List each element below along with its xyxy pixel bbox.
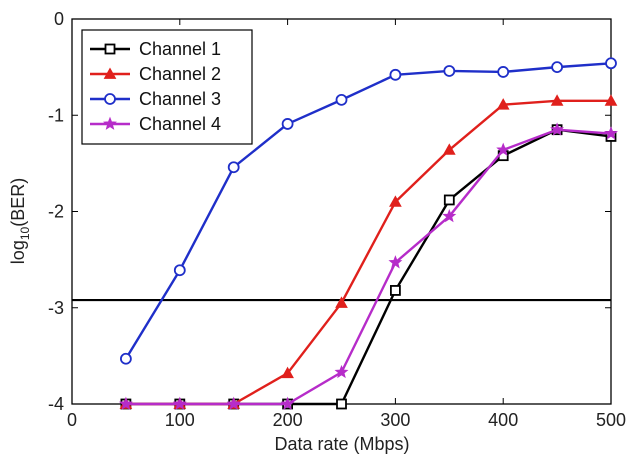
channel-3-point — [389, 68, 402, 81]
channel-2-point — [335, 296, 348, 308]
channel-4-point — [226, 396, 241, 410]
channel-4-series — [118, 122, 618, 410]
legend-channel-2-marker — [103, 67, 117, 79]
channel-1-line — [125, 128, 612, 406]
channel-2-point — [281, 366, 294, 379]
channel-1-series — [120, 124, 617, 410]
y-tick-label: 0 — [54, 9, 64, 29]
channel-2-point — [604, 94, 618, 106]
x-tick-label: 400 — [488, 410, 518, 430]
y-tick-label: -4 — [48, 394, 64, 414]
channel-2-point — [496, 98, 510, 110]
channel-1-point — [336, 398, 347, 410]
x-tick-label: 200 — [273, 410, 303, 430]
channel-3-point — [173, 264, 186, 277]
channel-1-point — [389, 285, 401, 296]
x-tick-label: 0 — [67, 410, 77, 430]
channel-3-series — [120, 57, 617, 365]
channel-4-point — [388, 255, 403, 269]
channel-4-line — [125, 128, 612, 406]
y-axis-label-subscript: 10 — [18, 226, 32, 240]
y-axis-label: log10(BER) — [8, 178, 32, 264]
channel-4-point — [334, 364, 349, 379]
channel-4-point — [496, 142, 511, 156]
channel-3-point — [120, 352, 132, 365]
channel-3-point — [605, 57, 617, 70]
channel-2-point — [442, 143, 456, 155]
y-tick-label: -1 — [48, 105, 64, 125]
channel-3-point — [227, 161, 240, 174]
x-tick-label: 300 — [380, 410, 410, 430]
x-tick-label: 100 — [165, 410, 195, 430]
channel-4-point — [550, 122, 565, 136]
y-tick-label: -3 — [48, 298, 64, 318]
legend-channel-4-label: Channel 4 — [139, 114, 221, 134]
channel-3-point — [551, 61, 563, 74]
channel-4-point — [172, 396, 187, 410]
x-tick-label: 500 — [596, 410, 626, 430]
legend-channel-1-marker — [104, 43, 116, 55]
channel-3-point — [443, 65, 456, 77]
y-axis-label-main: log — [8, 240, 28, 264]
channel-3-point — [497, 66, 510, 78]
channel-2-point — [550, 94, 564, 106]
legend-channel-2-label: Channel 2 — [139, 64, 221, 84]
channel-3-line — [124, 62, 612, 360]
x-axis-label: Data rate (Mbps) — [274, 434, 409, 454]
channel-1-point — [443, 194, 455, 206]
legend-channel-4-marker — [103, 116, 117, 130]
plot-area: 0 100 200 300 400 500 0 -1 -2 -3 -4 — [48, 9, 626, 430]
legend-channel-3-label: Channel 3 — [139, 89, 221, 109]
channel-3-point — [281, 118, 294, 130]
channel-4-point — [604, 126, 618, 140]
channel-2-line — [125, 99, 611, 406]
channel-4-point — [442, 208, 457, 223]
channel-3-point — [335, 93, 348, 106]
y-tick-label: -2 — [48, 202, 64, 222]
channel-4-point — [280, 396, 295, 410]
legend-channel-1-label: Channel 1 — [139, 39, 221, 59]
channel-4-point — [118, 396, 133, 410]
legend: Channel 1 Channel 2 Channel 3 Channel 4 — [81, 29, 253, 145]
y-axis-label-tail: (BER) — [8, 178, 28, 227]
channel-2-point — [389, 195, 402, 207]
legend-channel-3-marker — [104, 93, 116, 105]
